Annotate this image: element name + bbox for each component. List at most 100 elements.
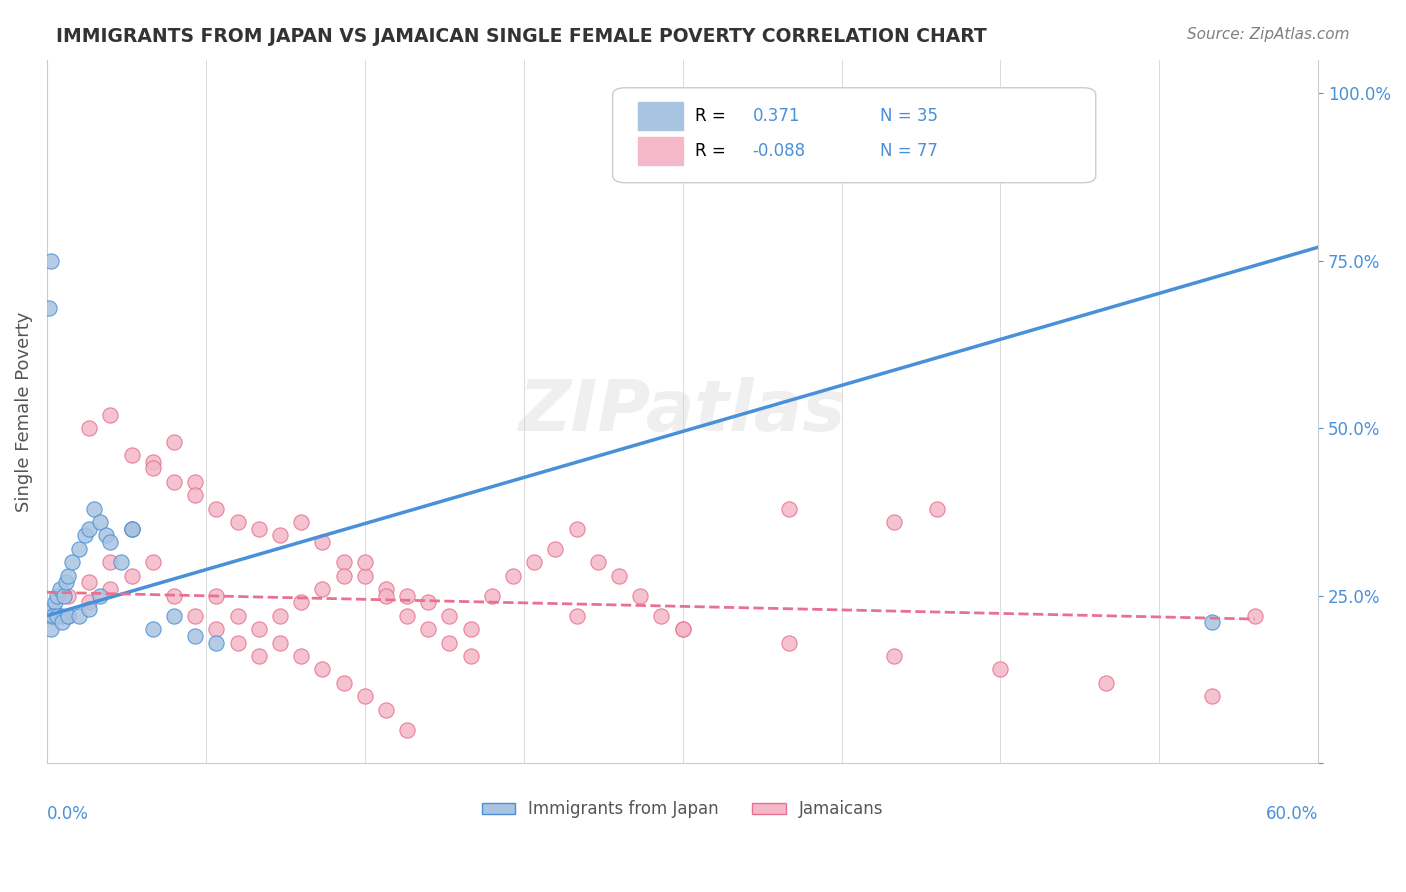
Point — [353, 689, 375, 703]
Point — [247, 622, 270, 636]
Point — [100, 535, 122, 549]
Text: IMMIGRANTS FROM JAPAN VS JAMAICAN SINGLE FEMALE POVERTY CORRELATION CHART: IMMIGRANTS FROM JAPAN VS JAMAICAN SINGLE… — [56, 27, 987, 45]
Point — [778, 635, 800, 649]
Point — [311, 662, 333, 676]
Point — [460, 622, 482, 636]
Point — [650, 608, 672, 623]
Point — [205, 622, 228, 636]
Point — [39, 253, 62, 268]
Point — [184, 608, 207, 623]
Point — [56, 608, 79, 623]
Point — [67, 608, 90, 623]
Point — [121, 522, 143, 536]
Text: R =: R = — [696, 142, 725, 160]
Point — [56, 589, 79, 603]
Point — [184, 629, 207, 643]
Point — [990, 662, 1012, 676]
Point — [46, 589, 69, 603]
Point — [52, 589, 75, 603]
Point — [374, 702, 396, 716]
FancyBboxPatch shape — [613, 87, 1095, 183]
Point — [396, 589, 419, 603]
Point — [100, 555, 122, 569]
Text: -0.088: -0.088 — [752, 142, 806, 160]
Point — [77, 522, 100, 536]
Text: 0.0%: 0.0% — [46, 805, 89, 823]
Point — [565, 608, 588, 623]
Point — [883, 515, 905, 529]
Point — [77, 421, 100, 435]
Point — [396, 608, 419, 623]
Point — [778, 501, 800, 516]
Text: ZIPatlas: ZIPatlas — [519, 376, 846, 446]
Point — [205, 501, 228, 516]
Point — [89, 515, 111, 529]
Point — [311, 582, 333, 596]
Bar — [638, 137, 682, 165]
Point — [163, 434, 186, 449]
Point — [38, 608, 60, 623]
Point — [121, 522, 143, 536]
Point — [163, 608, 186, 623]
Point — [142, 461, 165, 475]
Point — [544, 541, 567, 556]
Point — [44, 595, 66, 609]
Point — [353, 555, 375, 569]
Point — [226, 515, 249, 529]
Point — [290, 595, 312, 609]
Point — [311, 535, 333, 549]
Point — [883, 648, 905, 663]
Point — [205, 635, 228, 649]
Point — [67, 541, 90, 556]
Point — [1243, 608, 1265, 623]
Point — [163, 475, 186, 489]
Text: N = 77: N = 77 — [880, 142, 938, 160]
Y-axis label: Single Female Poverty: Single Female Poverty — [15, 311, 32, 511]
Point — [73, 528, 96, 542]
Point — [121, 448, 143, 462]
Point — [290, 648, 312, 663]
Point — [481, 589, 503, 603]
Point — [565, 522, 588, 536]
Point — [460, 648, 482, 663]
Point — [42, 602, 65, 616]
Point — [332, 675, 354, 690]
Point — [396, 723, 419, 737]
Point — [671, 622, 693, 636]
Point — [269, 528, 291, 542]
Point — [121, 522, 143, 536]
Text: 60.0%: 60.0% — [1265, 805, 1319, 823]
Point — [332, 568, 354, 582]
Point — [247, 522, 270, 536]
Point — [586, 555, 609, 569]
Point — [269, 608, 291, 623]
Point — [100, 408, 122, 422]
Text: R =: R = — [696, 107, 725, 125]
Point — [48, 582, 70, 596]
Point — [1201, 689, 1223, 703]
Point — [100, 582, 122, 596]
Point — [628, 589, 651, 603]
Point — [46, 608, 69, 623]
Point — [89, 589, 111, 603]
Point — [290, 515, 312, 529]
Bar — [638, 102, 682, 130]
Point — [60, 555, 83, 569]
Point — [77, 602, 100, 616]
Point — [418, 595, 440, 609]
Point — [374, 582, 396, 596]
Point — [121, 568, 143, 582]
Point — [269, 635, 291, 649]
Text: 0.371: 0.371 — [752, 107, 800, 125]
Text: Source: ZipAtlas.com: Source: ZipAtlas.com — [1187, 27, 1350, 42]
Point — [55, 575, 77, 590]
Point — [1201, 615, 1223, 630]
Point — [51, 608, 73, 623]
Point — [439, 608, 461, 623]
Point — [184, 475, 207, 489]
Point — [925, 501, 948, 516]
Point — [83, 501, 105, 516]
Point — [77, 575, 100, 590]
Point — [247, 648, 270, 663]
Point — [374, 589, 396, 603]
